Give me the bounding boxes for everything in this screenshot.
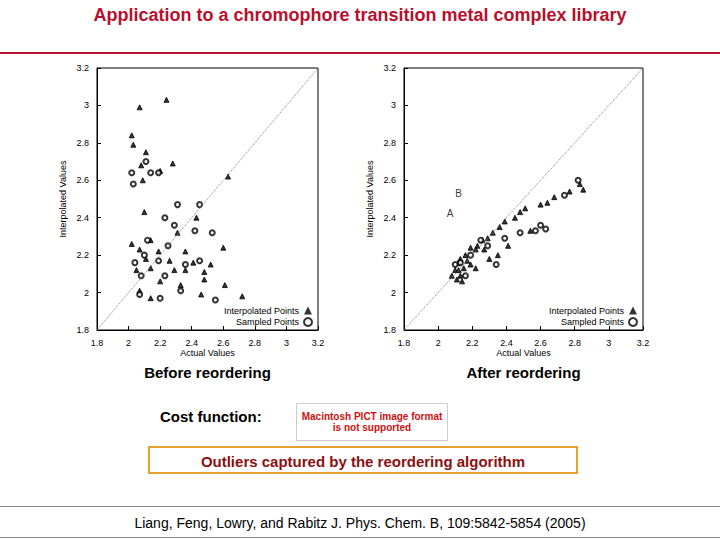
svg-text:Interpolated Points: Interpolated Points <box>549 306 625 316</box>
svg-text:2.6: 2.6 <box>76 175 89 185</box>
svg-text:3.2: 3.2 <box>637 338 650 348</box>
svg-text:A: A <box>447 208 454 219</box>
svg-text:2: 2 <box>436 338 441 348</box>
svg-text:2.2: 2.2 <box>383 250 396 260</box>
svg-text:2.4: 2.4 <box>76 213 89 223</box>
svg-text:3: 3 <box>84 100 89 110</box>
svg-text:3.2: 3.2 <box>76 63 89 73</box>
svg-text:2.8: 2.8 <box>76 138 89 148</box>
svg-text:Sampled Points: Sampled Points <box>236 317 300 327</box>
svg-text:2.6: 2.6 <box>534 338 547 348</box>
svg-text:2.6: 2.6 <box>217 338 230 348</box>
svg-text:2.8: 2.8 <box>249 338 262 348</box>
svg-text:3.2: 3.2 <box>312 338 325 348</box>
svg-text:Interpolated Points: Interpolated Points <box>224 306 300 316</box>
svg-text:2.6: 2.6 <box>383 175 396 185</box>
svg-text:2.2: 2.2 <box>154 338 167 348</box>
svg-text:3.2: 3.2 <box>383 63 396 73</box>
svg-text:2.2: 2.2 <box>466 338 479 348</box>
svg-text:Actual Values: Actual Values <box>496 348 551 358</box>
svg-text:3: 3 <box>606 338 611 348</box>
svg-text:3: 3 <box>284 338 289 348</box>
html-text:Cost function:: Cost function: <box>160 408 262 425</box>
svg-text:2.8: 2.8 <box>383 138 396 148</box>
svg-text:1.8: 1.8 <box>76 325 89 335</box>
svg-text:1.8: 1.8 <box>383 325 396 335</box>
svg-text:2: 2 <box>126 338 131 348</box>
html-text:After reordering: After reordering <box>466 364 581 381</box>
html-text:Application to a chromophore t: Application to a chromophore transition … <box>93 5 627 25</box>
svg-text:2.4: 2.4 <box>500 338 513 348</box>
svg-text:Interpolated Values: Interpolated Values <box>58 160 68 237</box>
svg-text:3: 3 <box>391 100 396 110</box>
svg-text:1.8: 1.8 <box>91 338 104 348</box>
svg-text:Interpolated Values: Interpolated Values <box>365 160 375 237</box>
svg-text:B: B <box>455 188 462 199</box>
svg-text:2: 2 <box>391 288 396 298</box>
svg-text:Actual Values: Actual Values <box>180 348 235 358</box>
html-text:Outliers captured by the reord: Outliers captured by the reordering algo… <box>200 453 526 470</box>
html-text:Macintosh PICT image format is: Macintosh PICT image format is not suppo… <box>301 411 443 433</box>
html-text:Liang, Feng, Lowry, and Rabitz: Liang, Feng, Lowry, and Rabitz J. Phys. … <box>134 515 586 531</box>
svg-text:1.8: 1.8 <box>398 338 411 348</box>
svg-text:2.2: 2.2 <box>76 250 89 260</box>
svg-text:2.8: 2.8 <box>568 338 581 348</box>
svg-text:2: 2 <box>84 288 89 298</box>
svg-text:2.4: 2.4 <box>383 213 396 223</box>
svg-text:Sampled Points: Sampled Points <box>561 317 625 327</box>
html-text:Before reordering: Before reordering <box>144 364 271 381</box>
svg-text:2.4: 2.4 <box>185 338 198 348</box>
